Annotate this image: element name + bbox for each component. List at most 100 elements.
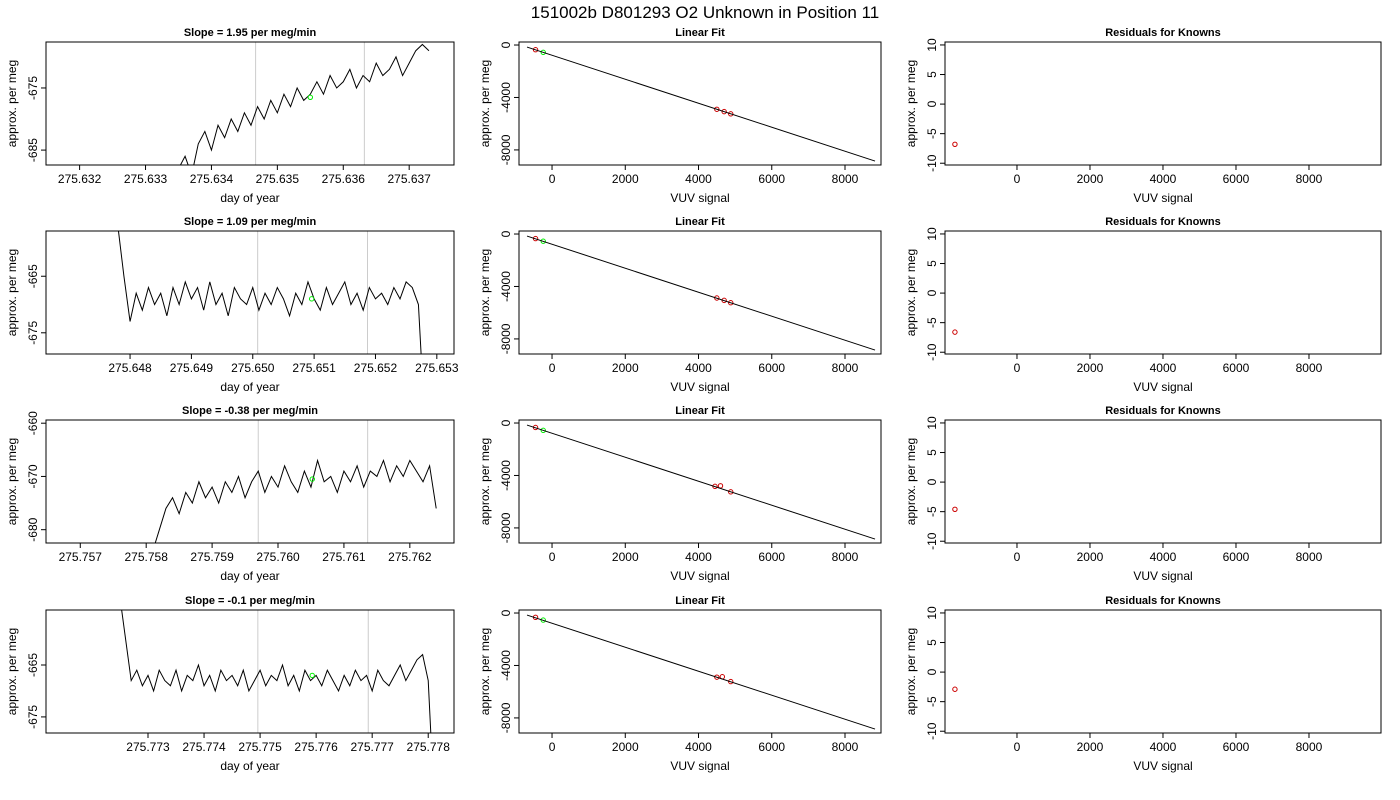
x-tick-label: 275.775 — [238, 740, 282, 754]
x-tick-label: 4000 — [685, 172, 712, 186]
x-tick-label: 6000 — [758, 172, 785, 186]
y-tick-label: 0 — [499, 230, 513, 237]
data-point — [532, 47, 539, 53]
panel: Slope = 1.95 per meg/min 275.632 275.633 27… — [5, 27, 455, 205]
y-axis-label: approx. per meg — [904, 249, 918, 336]
data-point — [952, 141, 958, 148]
data-point — [952, 506, 958, 512]
y-tick-label: 5 — [925, 260, 939, 267]
plot-area — [952, 329, 958, 335]
x-axis-label: VUV signal — [1133, 569, 1192, 583]
data-point — [952, 329, 958, 335]
x-axis-label: VUV signal — [670, 759, 729, 773]
x-tick-label: 6000 — [1223, 172, 1250, 186]
y-tick-label: -8000 — [499, 134, 513, 165]
data-point — [307, 94, 314, 100]
x-axis-label: VUV signal — [670, 569, 729, 583]
y-axis-label: approx. per meg — [5, 438, 19, 525]
y-tick-label: -8000 — [499, 512, 513, 543]
panel-title: Slope = -0.38 per meg/min — [182, 405, 318, 417]
y-axis-label: approx. per meg — [5, 249, 19, 336]
y-tick-label: 0 — [499, 609, 513, 616]
y-tick-label: 0 — [925, 668, 939, 675]
data-line — [121, 610, 432, 733]
x-tick-label: 275.773 — [126, 740, 170, 754]
data-line — [117, 231, 422, 354]
x-axis-label: VUV signal — [670, 191, 729, 205]
data-point — [714, 674, 720, 680]
y-tick-label: 5 — [925, 639, 939, 646]
x-axis-label: day of year — [220, 569, 279, 583]
panel: Slope = -0.38 per meg/min 275.757 275.758 2… — [5, 405, 455, 583]
x-tick-label: 275.651 — [292, 361, 336, 375]
data-point — [309, 476, 315, 482]
y-tick-label: -10 — [925, 532, 939, 550]
x-tick-label: 6000 — [758, 550, 785, 564]
x-tick-label: 8000 — [832, 361, 859, 375]
y-axis-label: approx. per meg — [478, 628, 492, 715]
x-tick-label: 275.635 — [256, 172, 300, 186]
data-point — [540, 238, 546, 244]
x-tick-label: 275.650 — [231, 361, 275, 375]
y-axis-label: approx. per meg — [5, 628, 19, 715]
y-tick-label: -675 — [26, 705, 40, 729]
y-tick-label: -665 — [26, 653, 40, 677]
y-tick-label: -4000 — [499, 271, 513, 302]
plot-area — [526, 614, 876, 730]
x-tick-label: 275.774 — [182, 740, 226, 754]
x-tick-label: 2000 — [1077, 361, 1104, 375]
data-point — [728, 300, 734, 306]
x-tick-label: 2000 — [612, 361, 639, 375]
x-tick-label: 4000 — [1150, 740, 1177, 754]
x-tick-label: 4000 — [1150, 550, 1177, 564]
y-tick-label: 0 — [925, 289, 939, 296]
y-tick-label: 0 — [925, 478, 939, 485]
x-tick-label: 0 — [549, 550, 556, 564]
y-tick-label: 0 — [499, 419, 513, 426]
x-tick-label: 8000 — [1296, 361, 1323, 375]
data-point — [540, 49, 546, 56]
plot-area — [952, 686, 958, 692]
x-tick-label: 6000 — [1223, 361, 1250, 375]
y-axis-label: approx. per meg — [478, 60, 492, 147]
panel: Linear Fit 0 2000 4000 6000 8000 VUV signal 0 -4… — [478, 405, 882, 583]
panel-title: Residuals for Knowns — [1105, 216, 1221, 228]
x-tick-label: 275.633 — [124, 172, 168, 186]
y-axis-label: approx. per meg — [904, 60, 918, 147]
y-axis-label: approx. per meg — [478, 438, 492, 525]
plot-frame — [944, 419, 1382, 544]
panel-title: Slope = 1.95 per meg/min — [184, 27, 317, 39]
y-tick-label: -8000 — [499, 702, 513, 733]
x-tick-label: 2000 — [1077, 172, 1104, 186]
y-tick-label: -10 — [925, 722, 939, 740]
x-tick-label: 275.636 — [322, 172, 366, 186]
y-axis-label: approx. per meg — [904, 438, 918, 525]
x-tick-label: 275.762 — [388, 550, 432, 564]
panel: Residuals for Knowns 0 2000 4000 6000 8000 VUV… — [904, 405, 1382, 583]
panel-title: Slope = -0.1 per meg/min — [185, 595, 315, 607]
x-tick-label: 275.759 — [190, 550, 234, 564]
data-line — [154, 458, 437, 543]
data-point — [952, 686, 958, 692]
figure-title: 151002b D801293 O2 Unknown in Position 1… — [531, 3, 879, 22]
data-line — [179, 43, 430, 165]
x-tick-label: 275.760 — [256, 550, 300, 564]
panel: Slope = -0.1 per meg/min 275.773 275.774 27… — [5, 595, 455, 773]
plot-frame — [518, 609, 882, 734]
y-tick-label: -5 — [925, 506, 939, 517]
x-axis-label: day of year — [220, 191, 279, 205]
data-line — [526, 424, 876, 540]
x-tick-label: 275.652 — [354, 361, 398, 375]
x-tick-label: 8000 — [1296, 740, 1323, 754]
y-tick-label: 10 — [925, 227, 939, 241]
y-tick-label: -5 — [925, 128, 939, 139]
y-tick-label: -4000 — [499, 82, 513, 113]
panel-title: Residuals for Knowns — [1105, 595, 1221, 607]
x-axis-label: day of year — [220, 759, 279, 773]
plot-area — [952, 141, 958, 148]
y-tick-label: 10 — [925, 416, 939, 430]
y-tick-label: 5 — [925, 449, 939, 456]
y-tick-label: -670 — [26, 464, 40, 488]
y-tick-label: -5 — [925, 317, 939, 328]
